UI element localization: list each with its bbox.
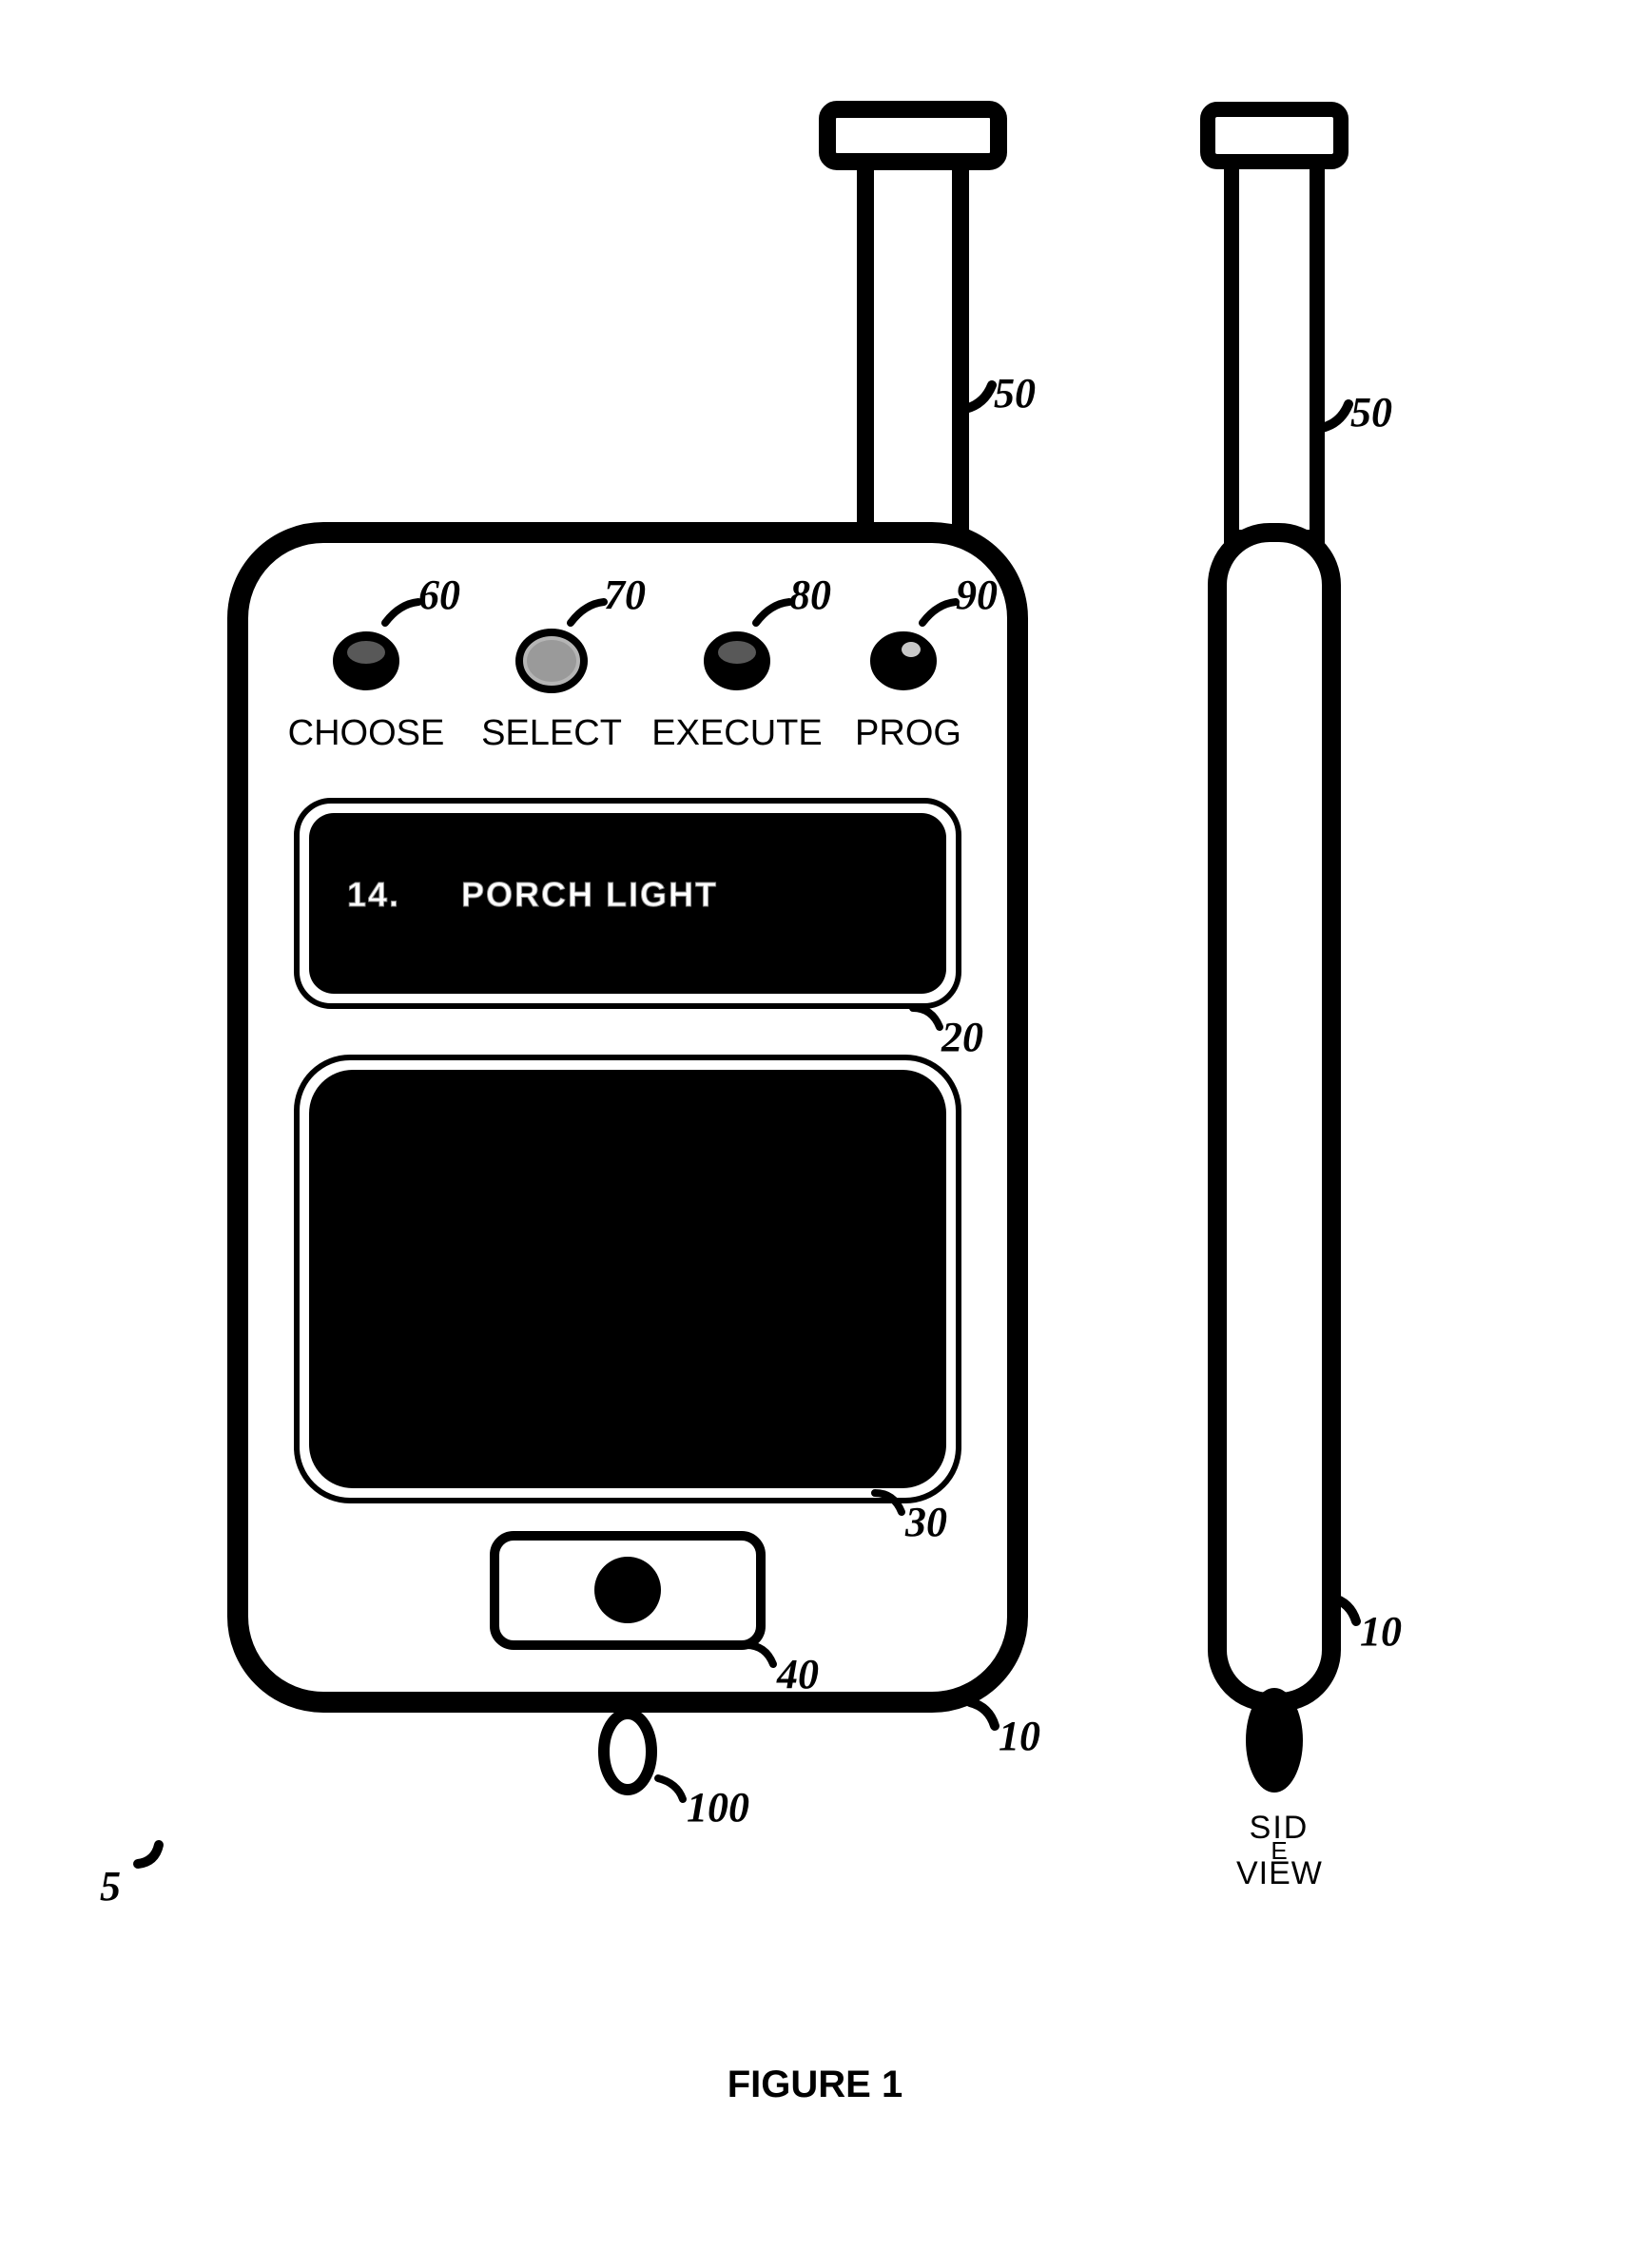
side-body (1217, 533, 1331, 1702)
prog-button-highlight (902, 642, 921, 657)
execute-button-highlight (718, 641, 756, 664)
ref-5: 5 (100, 1862, 121, 1910)
display-text-num: 14. (347, 875, 400, 915)
choose-label: CHOOSE (285, 713, 447, 754)
select-label: SELECT (475, 713, 628, 754)
ref-40: 40 (777, 1650, 819, 1698)
side-view-label: SID E VIEW (1236, 1812, 1322, 1890)
ir-window-dot (594, 1557, 661, 1623)
prog-label: PROG (846, 713, 970, 754)
leader-100 (658, 1778, 683, 1799)
select-button-texture (527, 640, 576, 682)
prog-button[interactable] (873, 634, 934, 688)
choose-button-highlight (347, 641, 385, 664)
ref-100: 100 (687, 1783, 749, 1832)
ref-50-side: 50 (1350, 388, 1392, 436)
leader-50-front (965, 385, 992, 409)
ref-20: 20 (941, 1013, 983, 1061)
ref-70: 70 (604, 571, 646, 619)
side-antenna-shaft (1232, 157, 1317, 537)
figure-canvas: CHOOSE SELECT EXECUTE PROG 14. PORCH LIG… (0, 0, 1630, 2263)
display-large (309, 1070, 946, 1488)
side-antenna-cap (1208, 109, 1341, 162)
ref-60: 60 (418, 571, 460, 619)
front-antenna-shaft (865, 157, 961, 537)
display-text-body: PORCH LIGHT (461, 875, 718, 915)
front-antenna-cap (827, 109, 999, 162)
figure-caption: FIGURE 1 (0, 2064, 1630, 2106)
ref-50-front: 50 (994, 369, 1036, 417)
ref-10-side: 10 (1360, 1607, 1402, 1656)
front-knob (604, 1714, 651, 1790)
ref-80: 80 (789, 571, 831, 619)
ref-90: 90 (956, 571, 998, 619)
leader-5 (138, 1845, 159, 1864)
ref-10-front: 10 (999, 1712, 1040, 1760)
ref-30: 30 (905, 1498, 947, 1546)
diagram-svg (0, 0, 1630, 2263)
leader-10-front (970, 1702, 995, 1726)
side-knob (1246, 1688, 1303, 1793)
leader-50-side (1322, 404, 1349, 428)
execute-label: EXECUTE (647, 713, 827, 754)
